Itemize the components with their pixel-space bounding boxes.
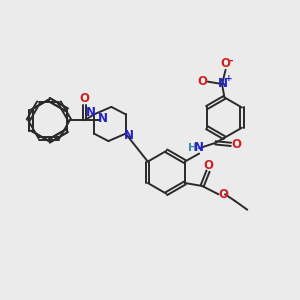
Text: N: N	[85, 106, 96, 119]
Text: O: O	[79, 92, 89, 105]
Text: O: O	[220, 57, 231, 70]
Text: O: O	[203, 159, 213, 172]
Text: N: N	[124, 129, 134, 142]
Text: +: +	[225, 74, 232, 83]
Text: -: -	[229, 55, 233, 65]
Text: O: O	[219, 188, 229, 201]
Text: N: N	[218, 77, 228, 90]
Text: N: N	[98, 112, 108, 125]
Text: O: O	[231, 138, 241, 151]
Text: H: H	[188, 142, 197, 153]
Text: N: N	[194, 141, 204, 154]
Text: O: O	[197, 75, 207, 88]
